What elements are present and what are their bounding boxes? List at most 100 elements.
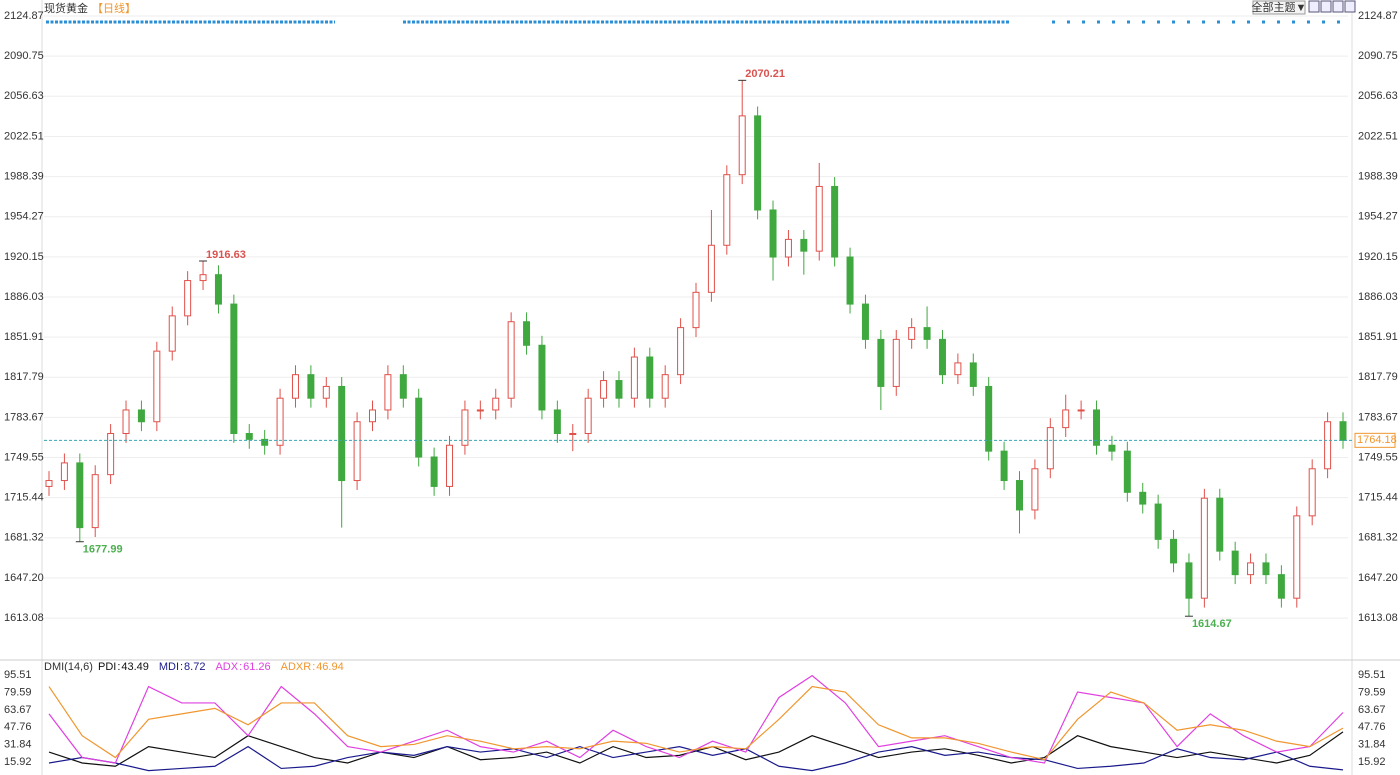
candle-body xyxy=(1062,409,1070,429)
tool-button[interactable] xyxy=(1344,0,1356,13)
legend-separator: : xyxy=(117,661,120,673)
candle-body xyxy=(322,385,330,399)
y-tick-label: 1647.20 xyxy=(1358,572,1398,584)
extreme-label: 1677.99 xyxy=(83,544,123,556)
candle-body xyxy=(692,291,700,329)
y-tick-label: 1886.03 xyxy=(1358,291,1398,303)
candle-body xyxy=(1185,562,1193,599)
y-tick-label: 1715.44 xyxy=(4,492,44,504)
legend-separator: : xyxy=(180,661,183,673)
extreme-label: 1614.67 xyxy=(1192,618,1232,630)
y-tick-label: 2090.75 xyxy=(1358,50,1398,62)
candle-body xyxy=(523,321,531,346)
y-tick-label: 2124.87 xyxy=(4,10,44,22)
candle-body xyxy=(60,462,68,482)
legend-name: ADX xyxy=(215,661,238,673)
theme-button[interactable] xyxy=(1252,0,1306,15)
y-tick-label: 79.59 xyxy=(1358,686,1386,698)
candle-body xyxy=(353,421,361,482)
candle-body xyxy=(230,303,238,434)
candle-body xyxy=(815,185,823,252)
candle-body xyxy=(1262,562,1270,576)
legend-name: MDI xyxy=(159,661,179,673)
candle-body xyxy=(261,438,269,446)
candle-body xyxy=(1154,503,1162,540)
y-tick-label: 2090.75 xyxy=(4,50,44,62)
candle-body xyxy=(800,238,808,252)
candle-body xyxy=(1016,480,1023,511)
candle-body xyxy=(1139,491,1147,505)
candle-body xyxy=(91,474,99,529)
candle-body xyxy=(1108,444,1116,452)
candle-body xyxy=(415,397,423,458)
candle-body xyxy=(600,380,608,399)
y-tick-label: 15.92 xyxy=(1358,756,1386,768)
candle-body xyxy=(45,480,53,487)
candle-body xyxy=(569,432,577,435)
y-tick-label: 1647.20 xyxy=(4,572,44,584)
candle-body xyxy=(137,409,145,423)
theme-button-label[interactable]: 全部主题▼ xyxy=(1252,0,1307,14)
candle-body xyxy=(784,238,792,258)
legend-value: 46.94 xyxy=(316,661,344,673)
y-tick-label: 63.67 xyxy=(4,704,32,716)
tool-button[interactable] xyxy=(1320,0,1332,13)
candle-body xyxy=(1216,497,1224,552)
legend-value: 8.72 xyxy=(184,661,205,673)
candle-body xyxy=(677,327,685,376)
candle-body xyxy=(338,385,346,482)
candle-body xyxy=(738,115,746,176)
candle-body xyxy=(1231,550,1239,576)
candle-body xyxy=(877,338,885,387)
indicator-title: DMI(14,6) xyxy=(44,661,93,673)
candle-body xyxy=(76,462,84,529)
y-tick-label: 1954.27 xyxy=(1358,211,1398,223)
candle-body xyxy=(831,185,839,258)
y-tick-label: 2056.63 xyxy=(4,90,44,102)
y-tick-label: 1920.15 xyxy=(4,251,44,263)
candle-body xyxy=(1046,427,1054,470)
y-tick-label: 1988.39 xyxy=(4,170,44,182)
candle-body xyxy=(122,409,130,434)
tool-button[interactable] xyxy=(1308,0,1320,13)
candle-body xyxy=(214,274,222,305)
candle-body xyxy=(1293,515,1301,599)
candle-body xyxy=(646,356,654,399)
candle-body xyxy=(153,350,161,423)
y-tick-label: 1613.08 xyxy=(4,612,44,624)
tool-button[interactable] xyxy=(1332,0,1344,13)
candle-body xyxy=(754,115,762,211)
candle-body xyxy=(584,397,592,434)
y-tick-label: 2022.51 xyxy=(4,130,44,142)
candle-body xyxy=(492,397,500,411)
candle-body xyxy=(1031,468,1039,511)
candle-body xyxy=(938,338,946,376)
y-tick-label: 79.59 xyxy=(4,686,32,698)
last-price-label: 1764.18 xyxy=(1357,434,1397,446)
candle-body xyxy=(892,338,900,387)
candle-body xyxy=(846,256,854,305)
candle-body xyxy=(1093,409,1101,446)
candle-body xyxy=(384,374,392,411)
candle-body xyxy=(107,432,115,476)
y-tick-label: 1681.32 xyxy=(4,532,44,544)
y-tick-label: 1954.27 xyxy=(4,211,44,223)
y-tick-label: 1783.67 xyxy=(4,411,44,423)
candle-body xyxy=(291,374,299,399)
y-tick-label: 95.51 xyxy=(1358,669,1386,681)
candle-body xyxy=(707,244,715,293)
y-tick-label: 1851.91 xyxy=(1358,331,1398,343)
candle-body xyxy=(630,356,638,399)
candle-body xyxy=(461,409,469,446)
extreme-label: 2070.21 xyxy=(745,68,785,80)
candle-body xyxy=(908,327,916,340)
legend-separator: : xyxy=(239,661,242,673)
candle-body xyxy=(1200,497,1208,599)
y-tick-label: 31.84 xyxy=(4,739,32,751)
candle-body xyxy=(661,374,669,399)
y-tick-label: 2124.87 xyxy=(1358,10,1398,22)
candle-body xyxy=(1277,574,1285,599)
y-tick-label: 1988.39 xyxy=(1358,170,1398,182)
y-tick-label: 1681.32 xyxy=(1358,532,1398,544)
